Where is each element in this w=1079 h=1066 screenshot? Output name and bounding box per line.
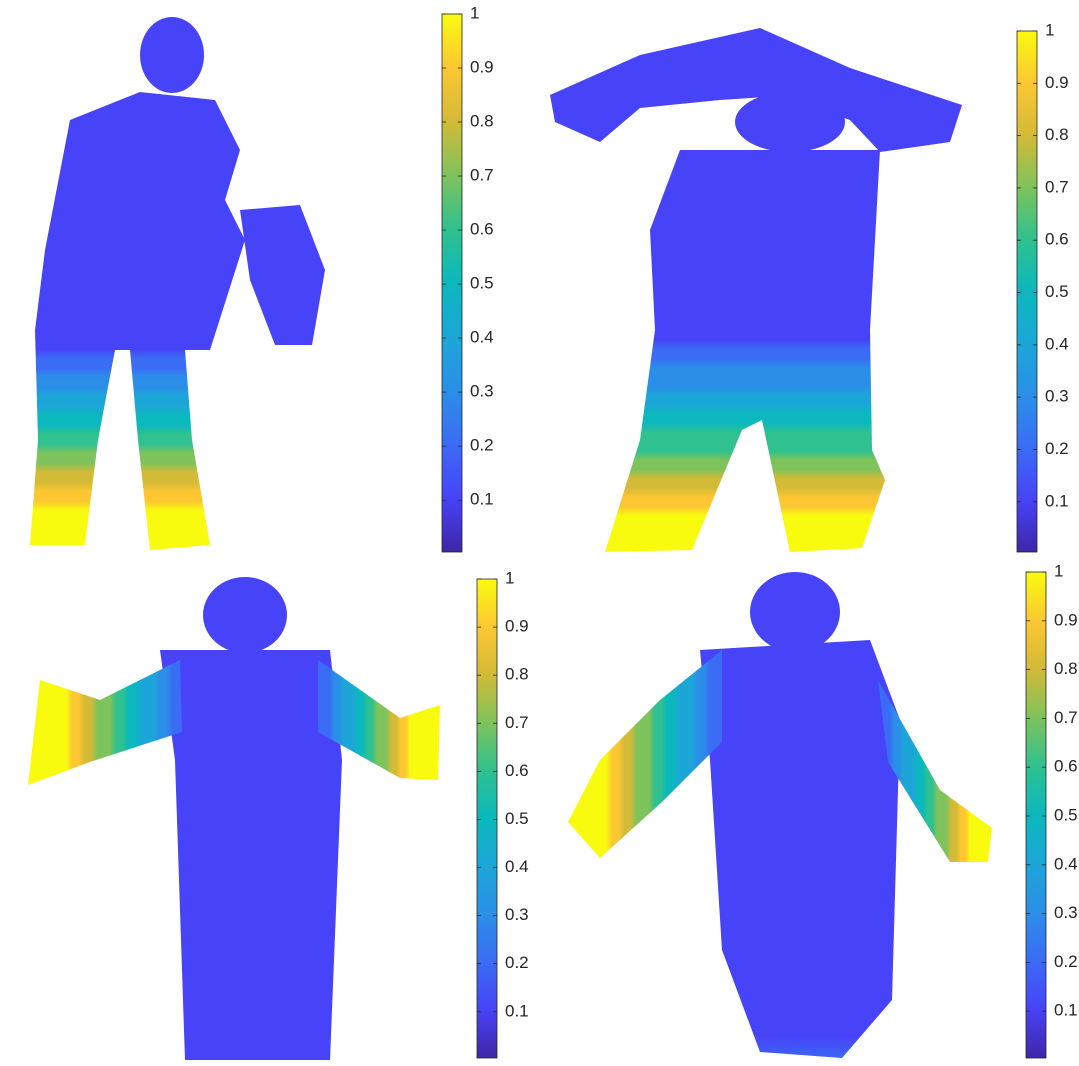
tick-label: 0.9: [470, 58, 494, 77]
arm: [28, 660, 182, 785]
tick-label: 0.6: [505, 761, 529, 780]
tick-label: 0.5: [470, 274, 494, 293]
colorbar: [477, 579, 497, 1058]
tick-label: 0.6: [1054, 757, 1078, 776]
tick-label: 0.6: [470, 220, 494, 239]
tick-label: 0.2: [470, 436, 494, 455]
colorbar: [1017, 31, 1037, 552]
tick-label: 0.2: [1045, 439, 1069, 458]
silhouette: [550, 28, 962, 552]
silhouette: [700, 572, 900, 1058]
tick-label: 0.3: [470, 382, 494, 401]
tick-label: 0.8: [1054, 659, 1078, 678]
silhouette: [160, 577, 342, 1060]
colorbar: [442, 14, 462, 552]
tick-label: 0.1: [1045, 491, 1069, 510]
tick-label: 0.4: [1054, 854, 1078, 873]
tick-label: 1: [505, 568, 514, 587]
tick-label: 0.5: [1045, 282, 1069, 301]
tick-label: 0.2: [1054, 952, 1078, 971]
tick-label: 0.5: [1054, 805, 1078, 824]
tick-label: 1: [1045, 20, 1054, 39]
tick-label: 0.9: [1045, 73, 1069, 92]
tick-label: 0.1: [505, 1001, 529, 1020]
tick-label: 0.8: [505, 665, 529, 684]
tick-label: 0.7: [1054, 708, 1078, 727]
tick-label: 1: [470, 3, 479, 22]
tick-label: 0.1: [1054, 1001, 1078, 1020]
tick-label: 0.5: [505, 809, 529, 828]
tick-label: 0.3: [1045, 387, 1069, 406]
tick-label: 0.3: [505, 905, 529, 924]
silhouette: [30, 17, 325, 550]
tick-label: 0.7: [470, 166, 494, 185]
tick-label: 0.9: [1054, 610, 1078, 629]
tick-label: 0.1: [470, 490, 494, 509]
tick-label: 1: [1054, 561, 1063, 580]
figure: 0.1 0.2 0.3 0.4 0.5 0.6 0.7 0.8 0.9 1 0.1 0.2 0.3 0.4…: [0, 0, 1079, 1066]
tick-label: 0.4: [1045, 334, 1069, 353]
tick-label: 0.2: [505, 953, 529, 972]
tick-label: 0.8: [470, 112, 494, 131]
tick-label: 0.7: [505, 713, 529, 732]
tick-label: 0.4: [470, 328, 494, 347]
arm: [568, 650, 722, 858]
tick-label: 0.3: [1054, 903, 1078, 922]
colorbar: [1026, 572, 1046, 1058]
tick-label: 0.6: [1045, 230, 1069, 249]
tick-label: 0.4: [505, 857, 529, 876]
tick-label: 0.8: [1045, 125, 1069, 144]
tick-label: 0.9: [505, 617, 529, 636]
tick-label: 0.7: [1045, 177, 1069, 196]
